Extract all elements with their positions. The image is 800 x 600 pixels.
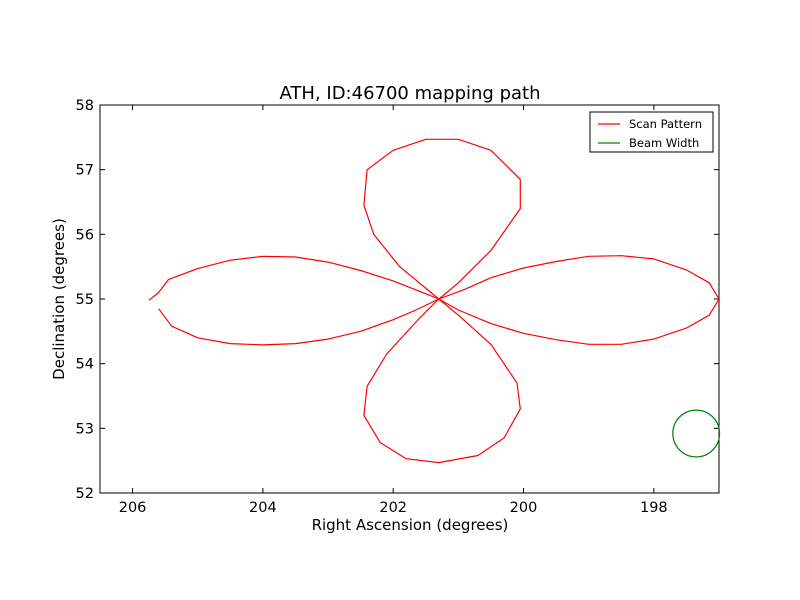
y-tick-label: 53 <box>76 421 94 437</box>
y-tick-label: 54 <box>76 357 94 373</box>
legend-box <box>589 111 714 153</box>
x-tick-label: 204 <box>249 500 277 516</box>
legend-label: Scan Pattern <box>629 117 702 131</box>
y-tick-label: 52 <box>76 486 94 502</box>
beam-width-circle <box>672 409 721 458</box>
y-axis-title: Declination (degrees) <box>50 218 68 380</box>
x-tick-label: 206 <box>119 500 147 516</box>
x-tick-label: 202 <box>379 500 407 516</box>
scan-pattern-line <box>148 255 719 346</box>
x-axis-title: Right Ascension (degrees) <box>312 516 509 534</box>
scan-pattern-top-loop <box>363 138 521 300</box>
y-tick-label: 57 <box>76 163 94 179</box>
chart-title: ATH, ID:46700 mapping path <box>280 83 541 104</box>
legend-label: Beam Width <box>629 136 699 150</box>
y-tick-label: 56 <box>76 227 94 243</box>
scan-pattern-bottom-loop <box>363 298 521 464</box>
plot-area: 206 204 202 200 198 52 53 54 55 56 57 58 <box>76 98 721 516</box>
y-tick-label: 55 <box>76 292 94 308</box>
legend: Scan Pattern Beam Width <box>589 111 714 153</box>
x-tick-label: 198 <box>640 500 668 516</box>
x-tick-label: 200 <box>510 500 538 516</box>
y-tick-label: 58 <box>76 98 94 114</box>
